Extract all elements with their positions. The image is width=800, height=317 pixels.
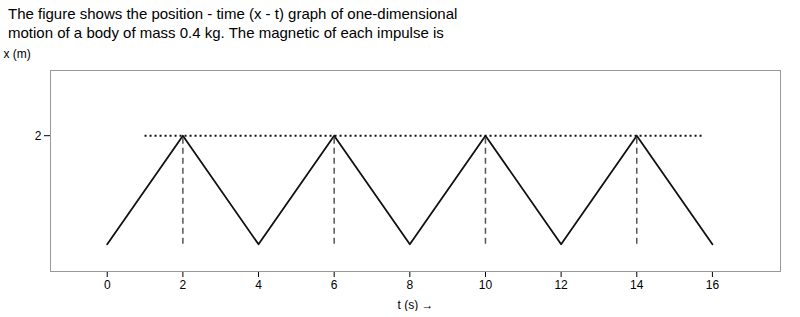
svg-text:0: 0 [104,278,111,292]
svg-text:14: 14 [630,278,644,292]
svg-text:4: 4 [255,278,262,292]
svg-text:2: 2 [180,278,187,292]
svg-text:8: 8 [406,278,413,292]
svg-text:t (s) →: t (s) → [398,298,434,312]
svg-text:6: 6 [331,278,338,292]
svg-text:16: 16 [706,278,720,292]
svg-text:12: 12 [554,278,568,292]
svg-text:x (m): x (m) [4,47,31,61]
html-text:The figure shows the position: The figure shows the position - time (x … [8,5,458,41]
svg-text:2: 2 [35,129,42,143]
svg-text:10: 10 [479,278,493,292]
